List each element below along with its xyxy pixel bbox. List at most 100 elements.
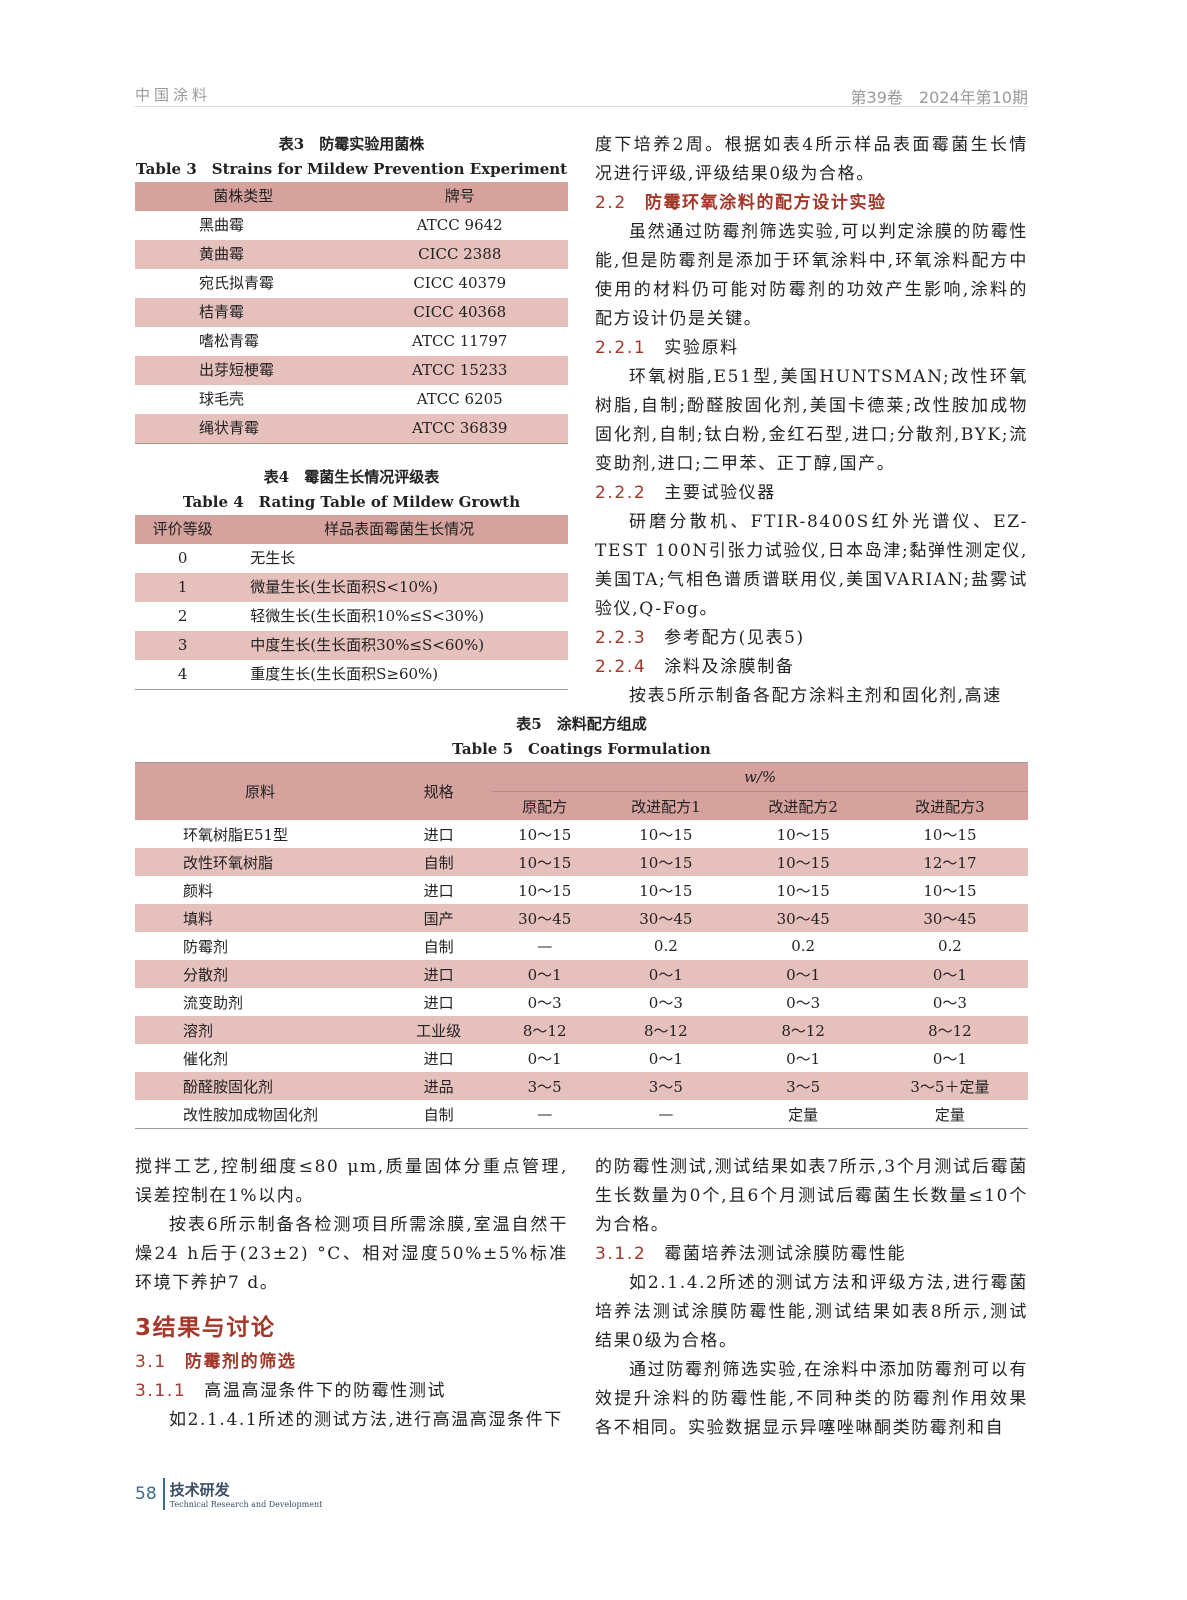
table-cell: CICC 40368 xyxy=(351,298,568,327)
table-cell: 0～3 xyxy=(932,993,967,1012)
table3: 表3 防霉实验用菌株 Table 3 Strains for Mildew Pr… xyxy=(135,132,568,444)
table3-header: 牌号 xyxy=(351,182,568,211)
table-cell: 防霉剂 xyxy=(183,937,229,956)
table-row: 填料 国产 30～45 30～45 30～45 30～45 xyxy=(135,904,1028,932)
table-cell: 进口 xyxy=(385,960,493,988)
table-cell: 自制 xyxy=(385,848,493,876)
section-title: 结果与讨论 xyxy=(152,1315,276,1341)
table-cell: 轻微生长(生长面积10%≤S<30%) xyxy=(250,607,485,625)
table-row: 黄曲霉 CICC 2388 xyxy=(135,240,568,269)
section-name-cn: 技术研发 xyxy=(169,1481,230,1499)
paragraph: 通过防霉剂筛选实验,在涂料中添加防霉剂可以有效提升涂料的防霉性能,不同种类的防霉… xyxy=(595,1360,1028,1438)
table5-header-formula: 原配方 xyxy=(492,791,598,820)
section-title: 高温高湿条件下的防霉性测试 xyxy=(204,1381,447,1401)
table-cell: 3～5＋定量 xyxy=(871,1072,1028,1100)
table-cell: 10～15 xyxy=(639,825,693,844)
section-heading: 2.2.1 实验原料 xyxy=(595,334,1028,363)
table-cell: 进品 xyxy=(385,1072,493,1100)
table-row: 出芽短梗霉 ATCC 15233 xyxy=(135,356,568,385)
table-cell: 黑曲霉 xyxy=(199,216,245,234)
table-cell: 酚醛胺固化剂 xyxy=(135,1072,386,1100)
table-row: 4 重度生长(生长面积S≥60%) xyxy=(135,660,568,690)
table-row: 颜料 进口 10～15 10～15 10～15 10～15 xyxy=(135,876,1028,904)
table4-caption-en: Table 4 Rating Table of Mildew Growth xyxy=(182,493,521,511)
section-heading: 3.1.1 高温高湿条件下的防霉性测试 xyxy=(135,1377,568,1406)
table-row: 溶剂 工业级 8～12 8～12 8～12 8～12 xyxy=(135,1016,1028,1044)
section-heading: 2.2.2 主要试验仪器 xyxy=(595,479,1028,508)
table-cell: 分散剂 xyxy=(135,960,386,988)
table-cell: 工业级 xyxy=(385,1016,493,1044)
table3-header: 菌株类型 xyxy=(135,182,352,211)
table-cell: 进口 xyxy=(423,825,454,844)
table-row: 0 无生长 xyxy=(135,544,568,573)
table-cell: 溶剂 xyxy=(135,1016,386,1044)
section-number: 3.1.2 xyxy=(595,1244,647,1264)
table-cell: 8～12 xyxy=(871,1016,1028,1044)
journal-name: 中国涂料 xyxy=(135,86,212,104)
table-cell: ATCC 11797 xyxy=(412,332,508,350)
table-row: 防霉剂 自制 — 0.2 0.2 0.2 xyxy=(135,932,1028,960)
table-cell: 10～15 xyxy=(734,848,872,876)
section-heading: 2.2 防霉环氧涂料的配方设计实验 xyxy=(595,189,1028,218)
table-cell: 绳状青霉 xyxy=(135,414,352,444)
table-cell: 0 xyxy=(177,549,188,567)
table-cell: 黄曲霉 xyxy=(135,240,352,269)
table-cell: 重度生长(生长面积S≥60%) xyxy=(250,665,439,683)
table-cell: 0～1 xyxy=(871,960,1028,988)
table-row: 2 轻微生长(生长面积10%≤S<30%) xyxy=(135,602,568,631)
table-cell: 进口 xyxy=(423,881,454,900)
header-rule xyxy=(135,106,1028,107)
table-cell: ATCC 6205 xyxy=(416,390,503,408)
section-heading: 3结果与讨论 xyxy=(135,1308,568,1348)
table-row: 改性胺加成物固化剂 自制 — — 定量 定量 xyxy=(135,1100,1028,1129)
section-title: 参考配方(见表5) xyxy=(664,628,805,648)
table-cell: 2 xyxy=(177,607,188,625)
footer: 58 技术研发 Technical Research and Developme… xyxy=(135,1478,322,1510)
paragraph: 如2.1.4.1所述的测试方法,进行高温高湿条件下 xyxy=(169,1410,563,1430)
table-cell: ATCC 9642 xyxy=(416,216,503,234)
table-cell: 10～15 xyxy=(492,848,598,876)
table-cell: 30～45 xyxy=(597,904,735,932)
table-cell: 10～15 xyxy=(518,881,572,900)
section-title: 涂料及涂膜制备 xyxy=(664,657,795,677)
paragraph: 搅拌工艺,控制细度≤80 μm,质量固体分重点管理,误差控制在1%以内。 xyxy=(135,1157,568,1206)
section-title: 防霉剂的筛选 xyxy=(184,1352,297,1372)
paragraph: 研磨分散机、FTIR-8400S红外光谱仪、EZ-TEST 100N引张力试验仪… xyxy=(595,512,1028,619)
table3-caption-en: Table 3 Strains for Mildew Prevention Ex… xyxy=(135,160,568,178)
table-cell: 8～12 xyxy=(597,1016,735,1044)
paragraph: 如2.1.4.2所述的测试方法和评级方法,进行霉菌培养法测试涂膜防霉性能,测试结… xyxy=(595,1273,1028,1351)
page-number: 58 xyxy=(135,1484,157,1504)
table3-caption-cn: 表3 防霉实验用菌株 xyxy=(278,135,425,153)
table-cell: 0.2 xyxy=(653,937,678,955)
table-row: 宛氏拟青霉 CICC 40379 xyxy=(135,269,568,298)
table-cell: 自制 xyxy=(423,1105,454,1124)
table-cell: 出芽短梗霉 xyxy=(135,356,352,385)
table-cell: 定量 xyxy=(788,1105,819,1124)
table-cell: 流变助剂 xyxy=(183,993,244,1012)
table-row: 改性环氧树脂 自制 10～15 10～15 10～15 12～17 xyxy=(135,848,1028,876)
table-cell: 改性环氧树脂 xyxy=(135,848,386,876)
table-cell: 0～1 xyxy=(648,1049,683,1068)
table5-caption-cn: 表5 涂料配方组成 xyxy=(516,715,647,733)
table-cell: 0～1 xyxy=(597,960,735,988)
table-cell: 桔青霉 xyxy=(135,298,352,327)
table-cell: 球毛壳 xyxy=(199,390,245,408)
section-title: 霉菌培养法测试涂膜防霉性能 xyxy=(664,1244,907,1264)
table-cell: — xyxy=(537,1105,553,1123)
table5-header-spec: 规格 xyxy=(385,762,493,820)
paragraph: 度下培养2周。根据如表4所示样品表面霉菌生长情况进行评级,评级结果0级为合格。 xyxy=(595,135,1028,184)
table4-caption-cn: 表4 霉菌生长情况评级表 xyxy=(263,468,440,486)
table-cell: ATCC 36839 xyxy=(351,414,568,444)
table-cell: 8～12 xyxy=(492,1016,598,1044)
table-row: 催化剂 进口 0～1 0～1 0～1 0～1 xyxy=(135,1044,1028,1072)
table5-caption-en: Table 5 Coatings Formulation xyxy=(452,740,711,758)
table-cell: — xyxy=(658,1105,674,1123)
table5: 表5 涂料配方组成 Table 5 Coatings Formulation 原… xyxy=(135,712,1028,1129)
section-number: 2.2.1 xyxy=(595,338,647,358)
table-cell: 进口 xyxy=(423,993,454,1012)
table-cell: 30～45 xyxy=(492,904,598,932)
section-number: 3 xyxy=(135,1315,153,1341)
table5-header-unit: w/% xyxy=(492,762,1028,792)
table-cell: 自制 xyxy=(423,937,454,956)
table-cell: 0～3 xyxy=(648,993,683,1012)
